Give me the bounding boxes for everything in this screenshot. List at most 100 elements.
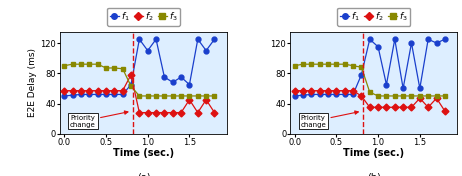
- $f_{2}$: [103, 90, 109, 92]
- $f_{3}$: [178, 95, 184, 97]
- $f_{2}$: [162, 112, 167, 114]
- $f_{3}$: [162, 95, 167, 97]
- $f_{1}$: [409, 42, 414, 44]
- $f_{1}$: [292, 95, 298, 97]
- Y-axis label: E2E Delay (ms): E2E Delay (ms): [28, 48, 37, 117]
- $f_{2}$: [375, 106, 381, 108]
- $f_{1}$: [426, 38, 431, 40]
- $f_{1}$: [120, 93, 126, 96]
- $f_{2}$: [86, 90, 92, 92]
- $f_{2}$: [409, 106, 414, 108]
- $f_{1}$: [367, 38, 372, 40]
- $f_{1}$: [187, 84, 192, 86]
- Text: Priority
change: Priority change: [300, 111, 359, 128]
- $f_{2}$: [111, 90, 117, 92]
- Text: (a): (a): [137, 172, 150, 176]
- $f_{1}$: [70, 94, 75, 96]
- $f_{2}$: [128, 74, 134, 76]
- $f_{3}$: [170, 95, 176, 97]
- $f_{3}$: [342, 63, 347, 65]
- Line: $f_{1}$: $f_{1}$: [292, 37, 447, 98]
- $f_{1}$: [334, 93, 339, 96]
- $f_{3}$: [317, 63, 322, 65]
- $f_{2}$: [292, 90, 298, 92]
- $f_{3}$: [120, 68, 126, 70]
- $f_{2}$: [178, 112, 184, 114]
- $f_{2}$: [170, 112, 176, 114]
- $f_{3}$: [187, 95, 192, 97]
- Line: $f_{2}$: $f_{2}$: [292, 88, 447, 114]
- $f_{2}$: [78, 90, 84, 92]
- X-axis label: Time (sec.): Time (sec.): [113, 148, 174, 158]
- $f_{1}$: [195, 38, 201, 40]
- $f_{3}$: [95, 63, 100, 65]
- $f_{3}$: [359, 66, 364, 68]
- $f_{1}$: [178, 76, 184, 78]
- $f_{3}$: [434, 95, 439, 97]
- $f_{1}$: [300, 94, 306, 96]
- $f_{1}$: [61, 95, 67, 97]
- $f_{3}$: [128, 85, 134, 87]
- $f_{1}$: [137, 38, 142, 40]
- $f_{3}$: [325, 63, 331, 65]
- $f_{2}$: [70, 90, 75, 92]
- $f_{2}$: [145, 112, 151, 114]
- $f_{2}$: [61, 90, 67, 92]
- $f_{1}$: [95, 93, 100, 96]
- $f_{2}$: [350, 90, 356, 92]
- $f_{3}$: [292, 65, 298, 67]
- $f_{1}$: [383, 84, 389, 86]
- $f_{1}$: [145, 49, 151, 52]
- $f_{1}$: [375, 46, 381, 48]
- $f_{3}$: [417, 95, 423, 97]
- $f_{3}$: [78, 63, 84, 65]
- Legend: $f_{1}$, $f_{2}$, $f_{3}$: $f_{1}$, $f_{2}$, $f_{3}$: [107, 8, 180, 26]
- $f_{1}$: [359, 74, 364, 76]
- $f_{1}$: [212, 38, 217, 40]
- $f_{3}$: [111, 67, 117, 69]
- $f_{3}$: [61, 65, 67, 67]
- $f_{1}$: [128, 84, 134, 86]
- $f_{1}$: [86, 93, 92, 96]
- $f_{1}$: [325, 93, 331, 96]
- $f_{2}$: [401, 106, 406, 108]
- $f_{1}$: [153, 38, 159, 40]
- $f_{2}$: [417, 97, 423, 99]
- $f_{2}$: [392, 106, 397, 108]
- $f_{3}$: [392, 95, 397, 97]
- $f_{3}$: [367, 91, 372, 93]
- $f_{2}$: [187, 99, 192, 101]
- Line: $f_{3}$: $f_{3}$: [62, 62, 217, 98]
- $f_{3}$: [145, 95, 151, 97]
- $f_{2}$: [153, 112, 159, 114]
- $f_{1}$: [170, 81, 176, 83]
- $f_{3}$: [409, 95, 414, 97]
- $f_{1}$: [162, 76, 167, 78]
- $f_{2}$: [120, 90, 126, 92]
- Text: Priority
change: Priority change: [70, 111, 128, 128]
- $f_{2}$: [300, 90, 306, 92]
- $f_{3}$: [203, 95, 209, 97]
- $f_{2}$: [212, 112, 217, 114]
- $f_{1}$: [401, 87, 406, 89]
- $f_{1}$: [342, 93, 347, 96]
- $f_{1}$: [350, 93, 356, 96]
- $f_{2}$: [325, 90, 331, 92]
- $f_{3}$: [442, 95, 448, 97]
- $f_{3}$: [426, 95, 431, 97]
- $f_{2}$: [359, 95, 364, 97]
- $f_{1}$: [392, 38, 397, 40]
- $f_{1}$: [317, 93, 322, 96]
- $f_{2}$: [137, 112, 142, 114]
- $f_{2}$: [383, 106, 389, 108]
- Line: $f_{2}$: $f_{2}$: [62, 72, 217, 115]
- $f_{3}$: [70, 63, 75, 65]
- $f_{3}$: [309, 63, 314, 65]
- $f_{2}$: [442, 110, 448, 112]
- $f_{2}$: [426, 106, 431, 108]
- $f_{3}$: [401, 95, 406, 97]
- $f_{1}$: [103, 93, 109, 96]
- $f_{2}$: [434, 97, 439, 99]
- $f_{2}$: [309, 90, 314, 92]
- $f_{1}$: [434, 42, 439, 44]
